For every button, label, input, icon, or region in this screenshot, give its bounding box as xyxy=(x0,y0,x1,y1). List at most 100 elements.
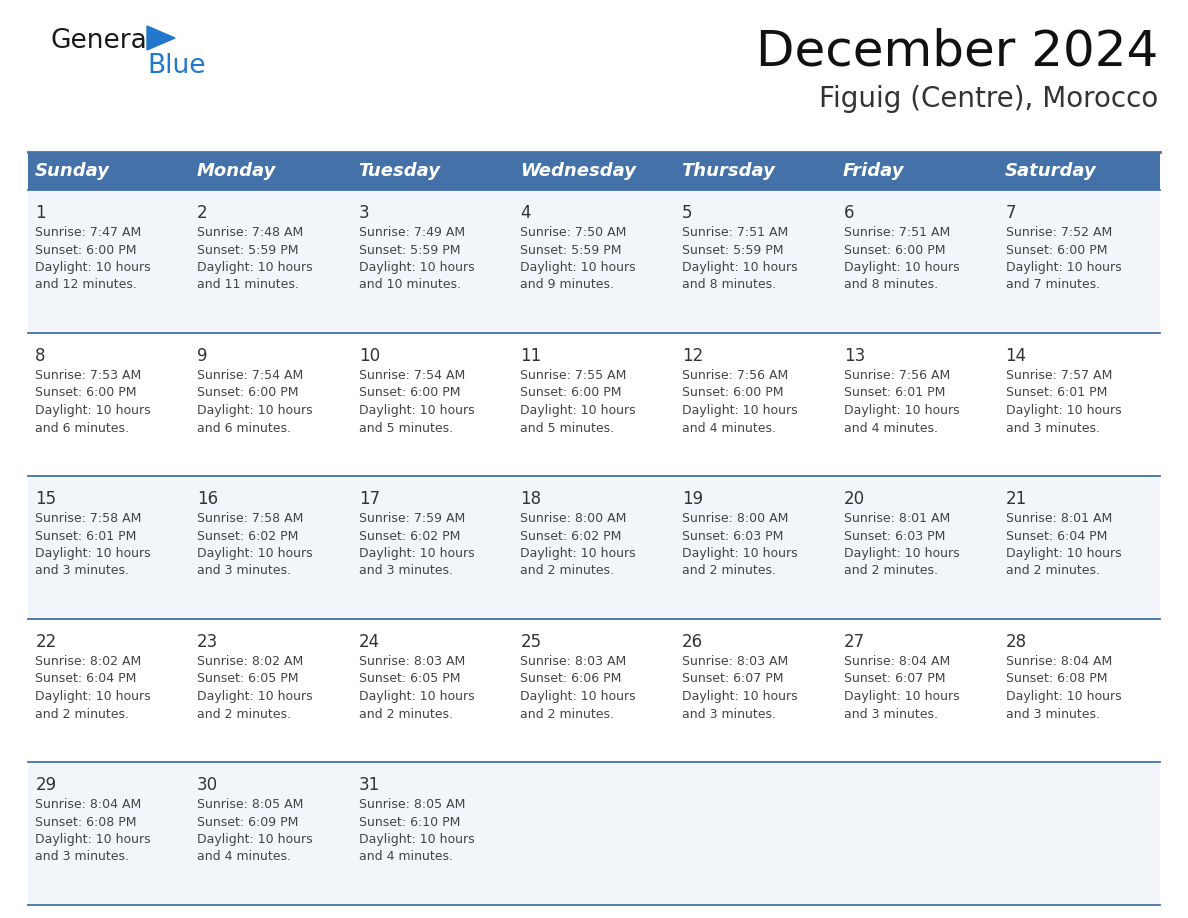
Text: Daylight: 10 hours: Daylight: 10 hours xyxy=(197,404,312,417)
Text: Sunrise: 8:04 AM: Sunrise: 8:04 AM xyxy=(36,798,141,811)
Text: Daylight: 10 hours: Daylight: 10 hours xyxy=(520,547,636,560)
Text: Sunrise: 7:59 AM: Sunrise: 7:59 AM xyxy=(359,512,465,525)
Text: Daylight: 10 hours: Daylight: 10 hours xyxy=(1005,690,1121,703)
Text: Blue: Blue xyxy=(147,53,206,79)
Text: Sunrise: 7:55 AM: Sunrise: 7:55 AM xyxy=(520,369,627,382)
Text: Sunset: 6:00 PM: Sunset: 6:00 PM xyxy=(843,243,946,256)
Text: 2: 2 xyxy=(197,204,208,222)
Text: Sunset: 6:05 PM: Sunset: 6:05 PM xyxy=(359,673,460,686)
Text: and 7 minutes.: and 7 minutes. xyxy=(1005,278,1100,292)
Text: and 4 minutes.: and 4 minutes. xyxy=(197,850,291,864)
Text: Sunrise: 7:53 AM: Sunrise: 7:53 AM xyxy=(36,369,141,382)
Text: Sunset: 6:08 PM: Sunset: 6:08 PM xyxy=(36,815,137,829)
Text: 7: 7 xyxy=(1005,204,1016,222)
Text: 16: 16 xyxy=(197,490,219,508)
Text: and 2 minutes.: and 2 minutes. xyxy=(359,708,453,721)
Text: 10: 10 xyxy=(359,347,380,365)
Text: 17: 17 xyxy=(359,490,380,508)
Text: Sunrise: 8:04 AM: Sunrise: 8:04 AM xyxy=(843,655,950,668)
Text: Sunday: Sunday xyxy=(34,162,109,180)
Text: and 2 minutes.: and 2 minutes. xyxy=(520,565,614,577)
Text: Daylight: 10 hours: Daylight: 10 hours xyxy=(682,690,798,703)
Text: Sunset: 6:02 PM: Sunset: 6:02 PM xyxy=(520,530,621,543)
Text: Daylight: 10 hours: Daylight: 10 hours xyxy=(682,261,798,274)
Text: Sunset: 5:59 PM: Sunset: 5:59 PM xyxy=(359,243,460,256)
Text: and 2 minutes.: and 2 minutes. xyxy=(197,708,291,721)
Text: Sunrise: 8:03 AM: Sunrise: 8:03 AM xyxy=(520,655,627,668)
Text: Friday: Friday xyxy=(843,162,904,180)
Text: Sunrise: 7:57 AM: Sunrise: 7:57 AM xyxy=(1005,369,1112,382)
Text: Sunset: 6:00 PM: Sunset: 6:00 PM xyxy=(36,243,137,256)
Text: Daylight: 10 hours: Daylight: 10 hours xyxy=(359,547,474,560)
Text: 28: 28 xyxy=(1005,633,1026,651)
Text: Sunrise: 7:54 AM: Sunrise: 7:54 AM xyxy=(197,369,303,382)
Text: 14: 14 xyxy=(1005,347,1026,365)
Text: and 8 minutes.: and 8 minutes. xyxy=(843,278,939,292)
Text: Monday: Monday xyxy=(196,162,276,180)
Text: 12: 12 xyxy=(682,347,703,365)
Text: Daylight: 10 hours: Daylight: 10 hours xyxy=(359,404,474,417)
Text: Sunset: 6:07 PM: Sunset: 6:07 PM xyxy=(843,673,946,686)
Text: December 2024: December 2024 xyxy=(756,28,1158,76)
Text: Sunset: 6:05 PM: Sunset: 6:05 PM xyxy=(197,673,298,686)
Text: Daylight: 10 hours: Daylight: 10 hours xyxy=(682,404,798,417)
Text: 30: 30 xyxy=(197,776,219,794)
Text: Sunset: 6:10 PM: Sunset: 6:10 PM xyxy=(359,815,460,829)
Text: Sunset: 6:01 PM: Sunset: 6:01 PM xyxy=(36,530,137,543)
Text: and 4 minutes.: and 4 minutes. xyxy=(682,421,776,434)
Text: Daylight: 10 hours: Daylight: 10 hours xyxy=(843,547,960,560)
Text: Figuig (Centre), Morocco: Figuig (Centre), Morocco xyxy=(819,85,1158,113)
Text: and 2 minutes.: and 2 minutes. xyxy=(520,708,614,721)
Polygon shape xyxy=(147,26,175,50)
Text: Sunrise: 8:01 AM: Sunrise: 8:01 AM xyxy=(843,512,950,525)
Text: Sunrise: 7:58 AM: Sunrise: 7:58 AM xyxy=(36,512,141,525)
Text: and 12 minutes.: and 12 minutes. xyxy=(36,278,137,292)
Text: 11: 11 xyxy=(520,347,542,365)
Text: and 6 minutes.: and 6 minutes. xyxy=(197,421,291,434)
Text: 22: 22 xyxy=(36,633,57,651)
Text: and 3 minutes.: and 3 minutes. xyxy=(36,850,129,864)
Text: Sunset: 6:04 PM: Sunset: 6:04 PM xyxy=(1005,530,1107,543)
Text: and 3 minutes.: and 3 minutes. xyxy=(682,708,776,721)
Text: Sunset: 6:00 PM: Sunset: 6:00 PM xyxy=(36,386,137,399)
Text: Daylight: 10 hours: Daylight: 10 hours xyxy=(520,690,636,703)
Text: Daylight: 10 hours: Daylight: 10 hours xyxy=(1005,404,1121,417)
Text: Daylight: 10 hours: Daylight: 10 hours xyxy=(197,261,312,274)
Text: Sunset: 6:02 PM: Sunset: 6:02 PM xyxy=(359,530,460,543)
Text: Daylight: 10 hours: Daylight: 10 hours xyxy=(1005,547,1121,560)
Text: 8: 8 xyxy=(36,347,46,365)
Text: Daylight: 10 hours: Daylight: 10 hours xyxy=(359,261,474,274)
Text: 26: 26 xyxy=(682,633,703,651)
Text: Sunrise: 8:02 AM: Sunrise: 8:02 AM xyxy=(197,655,303,668)
Text: Sunset: 6:08 PM: Sunset: 6:08 PM xyxy=(1005,673,1107,686)
Text: Sunrise: 7:51 AM: Sunrise: 7:51 AM xyxy=(682,226,789,239)
Text: Sunrise: 8:01 AM: Sunrise: 8:01 AM xyxy=(1005,512,1112,525)
Text: Sunrise: 7:56 AM: Sunrise: 7:56 AM xyxy=(682,369,789,382)
Text: and 3 minutes.: and 3 minutes. xyxy=(1005,421,1100,434)
Text: Sunset: 6:02 PM: Sunset: 6:02 PM xyxy=(197,530,298,543)
Text: 18: 18 xyxy=(520,490,542,508)
Text: and 3 minutes.: and 3 minutes. xyxy=(36,565,129,577)
Text: Daylight: 10 hours: Daylight: 10 hours xyxy=(36,690,151,703)
Bar xyxy=(29,152,1159,190)
Text: Wednesday: Wednesday xyxy=(519,162,636,180)
Text: Sunrise: 7:50 AM: Sunrise: 7:50 AM xyxy=(520,226,627,239)
Text: Sunset: 5:59 PM: Sunset: 5:59 PM xyxy=(682,243,784,256)
Text: Sunset: 5:59 PM: Sunset: 5:59 PM xyxy=(520,243,623,256)
Text: Sunset: 6:03 PM: Sunset: 6:03 PM xyxy=(682,530,784,543)
Text: Sunset: 6:09 PM: Sunset: 6:09 PM xyxy=(197,815,298,829)
Text: Daylight: 10 hours: Daylight: 10 hours xyxy=(197,690,312,703)
Text: 9: 9 xyxy=(197,347,208,365)
Bar xyxy=(29,190,1159,333)
Text: Sunrise: 8:02 AM: Sunrise: 8:02 AM xyxy=(36,655,141,668)
Text: Sunrise: 8:00 AM: Sunrise: 8:00 AM xyxy=(682,512,789,525)
Text: 3: 3 xyxy=(359,204,369,222)
Text: Daylight: 10 hours: Daylight: 10 hours xyxy=(520,261,636,274)
Text: Sunrise: 8:05 AM: Sunrise: 8:05 AM xyxy=(359,798,465,811)
Text: 20: 20 xyxy=(843,490,865,508)
Text: and 3 minutes.: and 3 minutes. xyxy=(1005,708,1100,721)
Text: Sunset: 6:06 PM: Sunset: 6:06 PM xyxy=(520,673,621,686)
Text: 13: 13 xyxy=(843,347,865,365)
Text: and 3 minutes.: and 3 minutes. xyxy=(843,708,937,721)
Text: 21: 21 xyxy=(1005,490,1026,508)
